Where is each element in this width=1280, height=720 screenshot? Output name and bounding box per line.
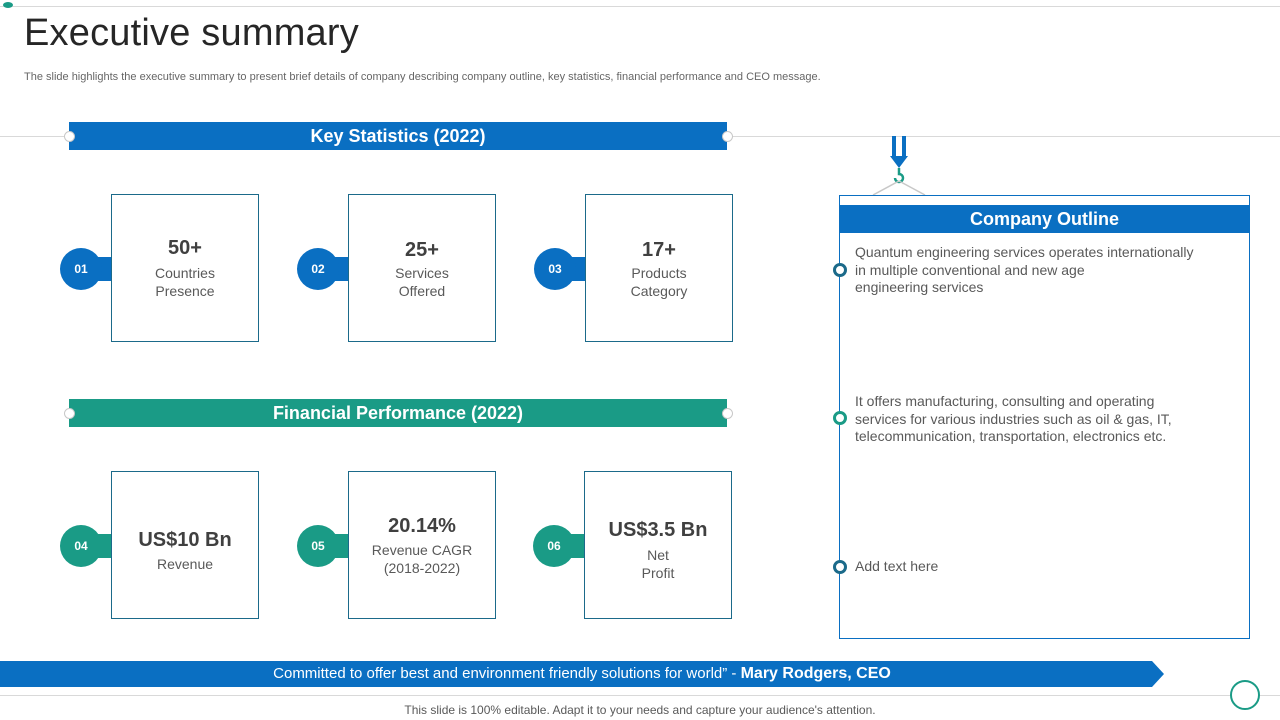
outline-line: telecommunication, transportation, elect… bbox=[855, 428, 1167, 444]
banner-end-dot bbox=[722, 408, 733, 419]
stat-value: US$3.5 Bn bbox=[608, 519, 708, 541]
right-divider bbox=[727, 136, 1280, 137]
number-badge: 04 bbox=[60, 525, 102, 567]
company-outline-heading: Company Outline bbox=[840, 205, 1249, 233]
outline-line: services for various industries such as … bbox=[855, 410, 1172, 427]
outline-line: It offers manufacturing, consulting and … bbox=[855, 393, 1155, 409]
stat-card-products: 17+ Products Category bbox=[585, 194, 733, 342]
stat-label-line2: (2018-2022) bbox=[383, 560, 461, 576]
stat-value: 17+ bbox=[642, 239, 676, 261]
stat-value: 50+ bbox=[168, 237, 202, 259]
outline-line: Quantum engineering services operates in… bbox=[855, 244, 1194, 260]
bullet-marker bbox=[833, 560, 847, 574]
stat-label-line2: Category bbox=[630, 283, 688, 299]
number-badge: 06 bbox=[533, 525, 575, 567]
banner-end-dot bbox=[64, 408, 75, 419]
left-divider bbox=[0, 136, 69, 137]
stat-value: 20.14% bbox=[388, 515, 456, 537]
stat-label-line1: Revenue CAGR bbox=[371, 542, 473, 558]
stat-label-line1: Net bbox=[647, 547, 669, 563]
footer-note: This slide is 100% editable. Adapt it to… bbox=[404, 703, 876, 717]
stat-card-services: 25+ Services Offered bbox=[348, 194, 496, 342]
quote-text: Committed to offer best and environment … bbox=[273, 665, 728, 682]
bullet-marker bbox=[833, 411, 847, 425]
bullet-marker bbox=[833, 263, 847, 277]
page-title: Executive summary bbox=[24, 12, 359, 54]
number-badge: 03 bbox=[534, 248, 576, 290]
ring-decoration bbox=[1230, 680, 1260, 710]
stat-card-countries: 50+ Countries Presence bbox=[111, 194, 259, 342]
stat-card-net-profit: US$3.5 Bn Net Profit bbox=[584, 471, 732, 619]
outline-line: Add text here bbox=[855, 558, 939, 574]
number-badge: 01 bbox=[60, 248, 102, 290]
key-statistics-banner: Key Statistics (2022) bbox=[69, 122, 727, 150]
outline-point-1: Quantum engineering services operates in… bbox=[855, 244, 1225, 297]
corner-dot-decoration bbox=[3, 2, 13, 8]
stat-card-revenue: US$10 Bn Revenue bbox=[111, 471, 259, 619]
stat-label-line1: Services bbox=[395, 265, 449, 281]
banner-end-dot bbox=[64, 131, 75, 142]
outline-line: engineering services bbox=[855, 279, 984, 295]
outline-point-2: It offers manufacturing, consulting and … bbox=[855, 393, 1225, 446]
page-subtitle: The slide highlights the executive summa… bbox=[24, 71, 821, 83]
banner-end-dot bbox=[722, 131, 733, 142]
stat-label-line1: Revenue bbox=[156, 556, 214, 572]
stat-label-line2: Offered bbox=[398, 283, 446, 299]
outline-line: in multiple conventional and new age bbox=[855, 261, 1085, 278]
ceo-quote: Committed to offer best and environment … bbox=[0, 661, 1164, 687]
stat-card-revenue-cagr: 20.14% Revenue CAGR (2018-2022) bbox=[348, 471, 496, 619]
bottom-divider bbox=[0, 695, 1280, 696]
number-badge: 05 bbox=[297, 525, 339, 567]
hook-icon bbox=[872, 136, 926, 196]
top-divider bbox=[0, 6, 1280, 7]
quote-arrow-bar bbox=[0, 661, 1164, 687]
quote-author: Mary Rodgers, CEO bbox=[740, 665, 891, 682]
stat-label-line2: Presence bbox=[155, 283, 215, 299]
stat-label-line2: Profit bbox=[641, 565, 675, 581]
quote-dash: - bbox=[727, 665, 741, 682]
stat-label-line1: Products bbox=[631, 265, 687, 281]
stat-value: 25+ bbox=[405, 239, 439, 261]
stat-label-line1: Countries bbox=[155, 265, 215, 281]
number-badge: 02 bbox=[297, 248, 339, 290]
outline-point-3: Add text here bbox=[855, 558, 1225, 576]
financial-performance-banner: Financial Performance (2022) bbox=[69, 399, 727, 427]
stat-value: US$10 Bn bbox=[138, 529, 232, 551]
